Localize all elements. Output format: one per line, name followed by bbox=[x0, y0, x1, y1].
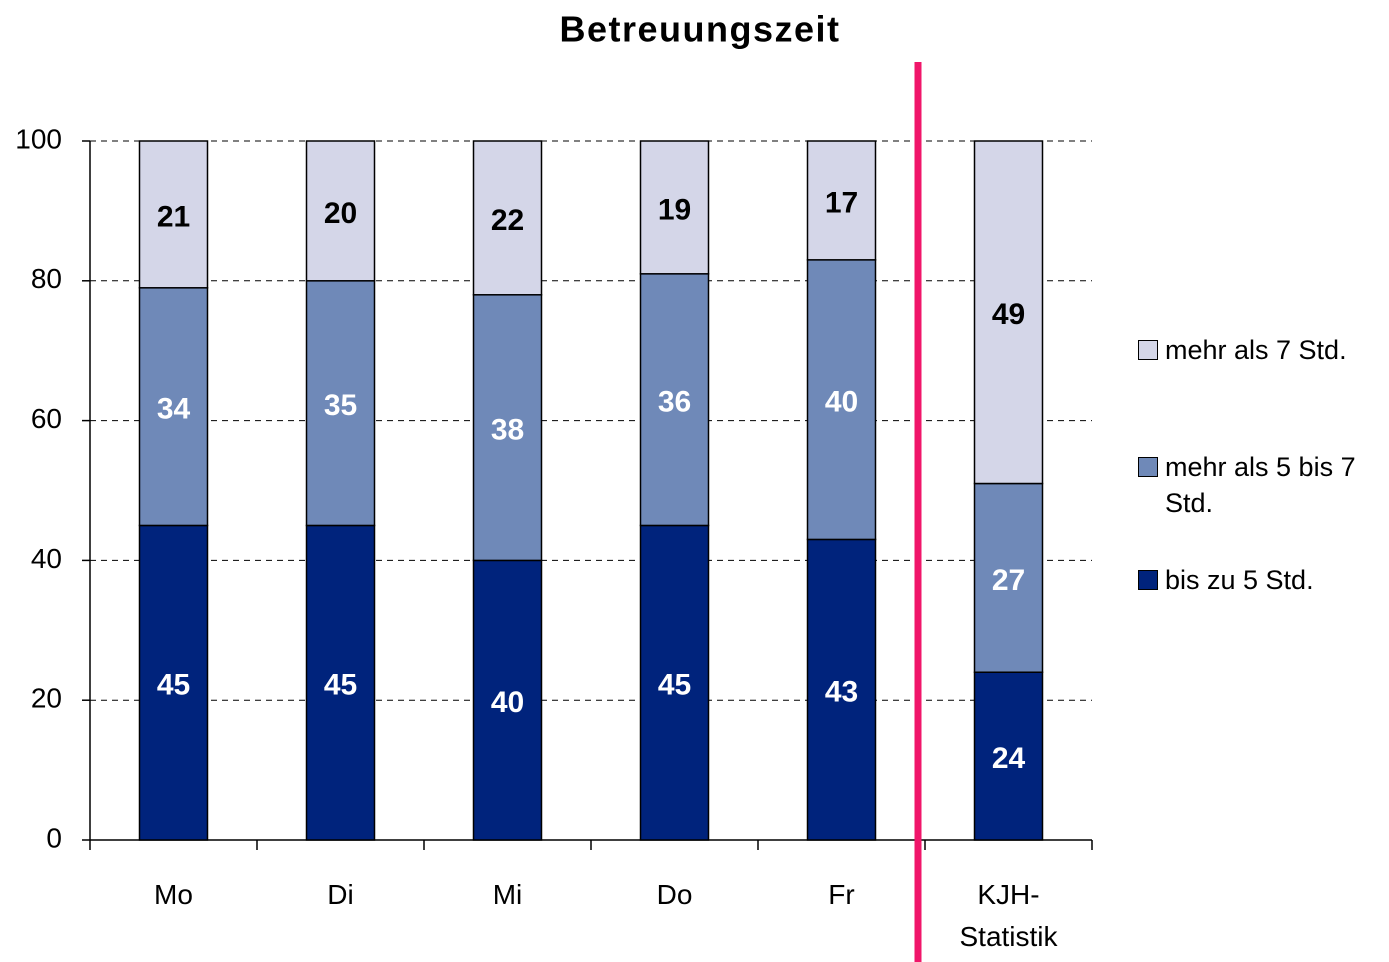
x-tick-label: Do bbox=[656, 879, 693, 910]
data-label: 19 bbox=[658, 193, 691, 226]
x-tick-label: KJH-Statistik bbox=[959, 879, 1058, 952]
bar-segment bbox=[806, 140, 877, 261]
data-label: 43 bbox=[825, 676, 858, 709]
bar-segment bbox=[305, 524, 376, 841]
bar-segment bbox=[973, 671, 1044, 841]
data-label: 45 bbox=[658, 669, 691, 702]
data-label: 17 bbox=[825, 186, 858, 219]
data-label: 24 bbox=[992, 742, 1026, 775]
data-label: 21 bbox=[157, 200, 190, 233]
bar-segment bbox=[138, 524, 209, 841]
bar-segment bbox=[305, 140, 376, 282]
chart-title: Betreuungszeit bbox=[559, 9, 840, 50]
data-label: 40 bbox=[825, 386, 858, 419]
data-label: 45 bbox=[157, 669, 190, 702]
data-label: 38 bbox=[491, 414, 524, 447]
data-label: 34 bbox=[157, 393, 191, 426]
data-label: 22 bbox=[491, 204, 524, 237]
data-label: 35 bbox=[324, 389, 357, 422]
bar-segment bbox=[472, 559, 543, 841]
data-label: 36 bbox=[658, 386, 691, 419]
y-tick-label: 100 bbox=[15, 123, 62, 154]
y-tick-label: 40 bbox=[31, 543, 62, 574]
bar-segment bbox=[138, 287, 209, 527]
bar-segment bbox=[973, 140, 1044, 485]
x-tick-label: Di bbox=[327, 879, 354, 910]
x-tick-label: Mo bbox=[154, 879, 193, 910]
legend-swatch bbox=[1138, 570, 1158, 590]
x-tick-label: Mi bbox=[492, 879, 523, 910]
data-label: 49 bbox=[992, 298, 1025, 331]
legend-label: mehr als 5 bis 7 Std. bbox=[1165, 452, 1356, 518]
bar-segment bbox=[639, 140, 710, 275]
legend-swatch bbox=[1138, 457, 1158, 477]
data-label: 40 bbox=[491, 686, 524, 719]
bar-segment bbox=[806, 259, 877, 541]
bar-segment bbox=[639, 273, 710, 527]
y-tick-label: 0 bbox=[46, 822, 62, 853]
y-tick-label: 20 bbox=[31, 683, 62, 714]
y-tick-label: 60 bbox=[31, 403, 62, 434]
legend-swatch bbox=[1138, 340, 1158, 360]
y-tick-label: 80 bbox=[31, 263, 62, 294]
bar-segment bbox=[472, 294, 543, 562]
bar-segment bbox=[639, 524, 710, 841]
x-tick-label: Fr bbox=[828, 879, 855, 910]
data-label: 20 bbox=[324, 197, 357, 230]
bar-segment bbox=[472, 140, 543, 296]
legend-label: bis zu 5 Std. bbox=[1165, 565, 1314, 595]
legend-label: mehr als 7 Std. bbox=[1165, 335, 1347, 365]
data-label: 27 bbox=[992, 564, 1025, 597]
bar-segment bbox=[806, 538, 877, 841]
bar-segment bbox=[973, 482, 1044, 673]
data-label: 45 bbox=[324, 669, 357, 702]
bar-segment bbox=[138, 140, 209, 289]
